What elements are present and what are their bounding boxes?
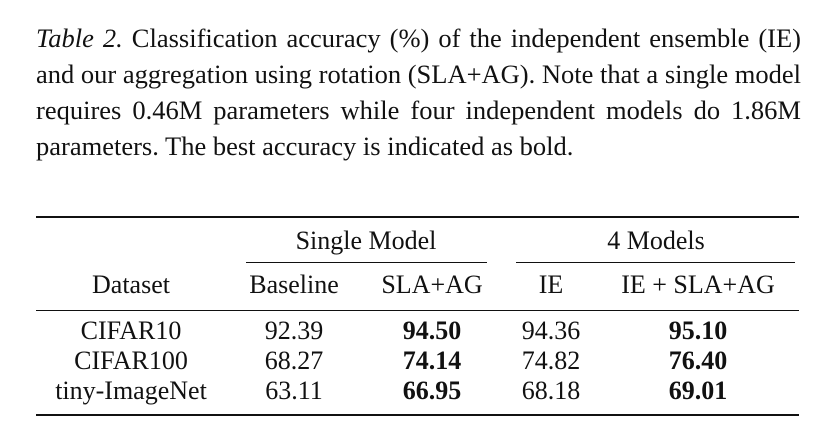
table-cell-baseline: 92.39 — [264, 316, 324, 345]
table-bottom-rule — [36, 414, 799, 416]
table-cell-ie: 94.36 — [521, 316, 581, 345]
table-cell-ie: 68.18 — [521, 376, 581, 405]
column-header-sla-ag: SLA+AG — [381, 270, 483, 299]
table-cell-ie-sla-ag-best: 95.10 — [668, 316, 728, 345]
column-header-dataset: Dataset — [92, 270, 170, 299]
column-header-baseline: Baseline — [249, 270, 339, 299]
table-cell-ie-sla-ag-best: 69.01 — [668, 376, 728, 405]
table-cell-baseline: 63.11 — [265, 376, 323, 405]
table-cell-ie-sla-ag-best: 76.40 — [668, 346, 728, 375]
caption-text: Classification accuracy (%) of the indep… — [36, 23, 802, 161]
table-row-dataset: CIFAR10 — [80, 316, 182, 345]
table-cell-sla-ag-best: 94.50 — [402, 316, 462, 345]
table-row-dataset: tiny-ImageNet — [55, 376, 207, 405]
table-top-rule — [36, 216, 799, 218]
table-cell-baseline: 68.27 — [264, 346, 324, 375]
table-label: Table 2. — [36, 23, 123, 53]
single-model-cmidrule — [246, 262, 487, 263]
column-header-ie-sla-ag: IE + SLA+AG — [621, 270, 775, 299]
table-header-rule — [36, 310, 799, 311]
group-header-4-models: 4 Models — [607, 226, 705, 255]
column-header-ie: IE — [538, 270, 564, 299]
table-row-dataset: CIFAR100 — [74, 346, 188, 375]
group-header-single-model: Single Model — [295, 226, 437, 255]
four-models-cmidrule — [516, 262, 795, 263]
table-cell-sla-ag-best: 66.95 — [402, 376, 462, 405]
table-cell-sla-ag-best: 74.14 — [402, 346, 462, 375]
table-caption: Table 2. Classification accuracy (%) of … — [36, 20, 801, 164]
table-cell-ie: 74.82 — [521, 346, 581, 375]
